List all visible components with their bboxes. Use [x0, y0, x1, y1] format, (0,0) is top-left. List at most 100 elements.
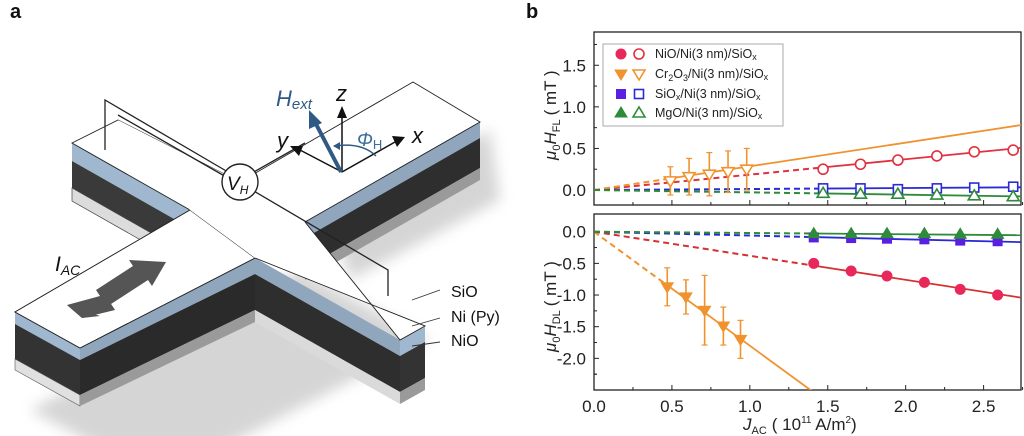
- current-double-arrow-icon: [67, 260, 166, 318]
- field-like-chart: 0.0 0.5 1.0 1.5 μ0HFL( mT ) NiO/Ni(3 nm)/Si…: [541, 31, 1024, 206]
- data-point: [817, 163, 829, 176]
- data-point: [701, 169, 717, 182]
- damping-like-chart: 0.0 -0.5 -1.0 -1.5 -2.0 0.0 0.5 1.0 1.5 2.0 2.5 μ…: [541, 213, 1024, 436]
- data-point: [733, 334, 748, 347]
- fit-line: [823, 186, 1021, 190]
- fit-line-extrapolated: [594, 230, 814, 235]
- x-arrow-icon: [392, 136, 405, 147]
- lower-plot-frame: [593, 213, 1022, 391]
- lower-y-tick-label: -1.5: [557, 318, 586, 337]
- data-point: [815, 185, 831, 199]
- layer-labels: SiO Ni (Py) NiO: [411, 284, 500, 350]
- legend-marker-solid: [615, 48, 627, 60]
- lower-y-tick-label: -1.0: [557, 286, 586, 305]
- data-point: [892, 183, 904, 195]
- data-point: [739, 164, 755, 177]
- upper-y-tick-label: 0.0: [562, 181, 586, 200]
- legend-markers: [614, 48, 647, 118]
- data-point: [919, 234, 930, 245]
- fit-line: [813, 264, 1021, 299]
- x-tick-label: 0.0: [582, 397, 606, 416]
- device-schematic: a: [10, 1, 500, 436]
- lower-y-ticks: 0.0 -0.5 -1.0 -1.5 -2.0: [557, 223, 599, 375]
- data-point: [892, 154, 904, 166]
- x-tick-label: 1.0: [738, 397, 762, 416]
- coordinate-axes: z y x: [275, 81, 424, 173]
- data-point: [844, 226, 859, 239]
- x-label: x: [411, 123, 424, 148]
- fit-line: [666, 284, 812, 390]
- fit-line: [822, 146, 1021, 169]
- data-point: [954, 283, 966, 295]
- iac-label: IAC: [55, 253, 81, 278]
- lower-y-axis-title: μ0HDL( mT ): [541, 261, 563, 353]
- fit-line-extrapolated: [594, 230, 814, 239]
- fit-line-extrapolated: [594, 177, 671, 192]
- phi-angle-arc: ΦH: [333, 130, 382, 157]
- upper-y-tick-label: 1.5: [562, 56, 586, 75]
- x-tick-label: 1.5: [816, 397, 840, 416]
- upper-y-tick-label: 0.5: [562, 139, 586, 158]
- data-point: [968, 145, 981, 158]
- lower-y-tick-label: -0.5: [557, 254, 586, 273]
- fit-line: [813, 232, 1021, 237]
- data-point: [881, 270, 893, 282]
- panel-b-label: b: [526, 1, 538, 23]
- z-label: z: [335, 81, 347, 106]
- voltage-wires: [104, 98, 389, 296]
- data-point: [855, 183, 866, 194]
- upper-data-marks: [662, 144, 1021, 202]
- data-point: [808, 232, 819, 243]
- data-point: [966, 188, 982, 201]
- upper-plot-frame: [593, 31, 1022, 206]
- data-point: [990, 227, 1005, 239]
- layer-label-nio: NiO: [451, 333, 479, 350]
- upper-y-tick-label: 1.0: [562, 98, 586, 117]
- data-point: [1007, 181, 1019, 193]
- upper-y-axis-title: μ0HFL( mT ): [541, 70, 563, 161]
- lower-y-tick-label: 0.0: [562, 223, 586, 242]
- legend: NiO/Ni(3 nm)/SiOx Cr2O3/Ni(3 nm)/SiOx Si…: [602, 43, 784, 127]
- data-point: [955, 235, 966, 246]
- layer-label-sio: SiO: [451, 284, 478, 301]
- h-ext-label: Hext: [276, 86, 313, 113]
- fit-line-extrapolated: [594, 230, 814, 267]
- upper-y-ticks: 0.0 0.5 1.0 1.5: [562, 43, 599, 200]
- data-point: [808, 257, 820, 269]
- data-point: [992, 236, 1003, 247]
- legend-marker-solid: [614, 69, 628, 81]
- fit-line-extrapolated: [594, 187, 824, 192]
- data-point: [929, 187, 945, 200]
- upper-fit-lines: [594, 124, 1021, 198]
- legend-marker-open: [631, 69, 647, 82]
- data-point: [968, 182, 980, 193]
- data-point: [660, 282, 675, 294]
- upper-x-ticks: [593, 200, 1024, 205]
- y-arrow-icon: [290, 146, 303, 156]
- data-point: [1005, 189, 1021, 202]
- data-point: [854, 158, 867, 171]
- legend-marker-open: [633, 88, 645, 100]
- fit-line-extrapolated: [594, 166, 824, 192]
- vh-label: VH: [227, 174, 249, 197]
- fit-line: [823, 192, 1021, 198]
- lower-fit-lines: [594, 230, 1021, 390]
- data-point: [953, 227, 968, 239]
- data-point: [917, 226, 932, 239]
- data-point: [880, 226, 894, 239]
- data-point: [720, 166, 736, 180]
- phi-label: ΦH: [357, 130, 382, 152]
- fit-line: [670, 124, 1021, 180]
- lower-x-ticks: 0.0 0.5 1.0 1.5 2.0 2.5: [582, 385, 1024, 416]
- data-point: [846, 233, 857, 244]
- data-point: [716, 321, 731, 334]
- z-arrow-icon: [337, 106, 347, 118]
- fit-line: [813, 236, 1021, 244]
- legend-marker-open: [631, 105, 647, 118]
- fit-line-extrapolated: [594, 189, 824, 195]
- lower-y-tick-label: -2.0: [557, 349, 586, 368]
- x-axis-title: JAC( 1011 A/m2): [742, 415, 857, 436]
- data-point: [662, 176, 678, 189]
- data-point: [931, 183, 943, 194]
- legend-entry-siox: SiOx/Ni(3 nm)/SiOx: [655, 87, 761, 102]
